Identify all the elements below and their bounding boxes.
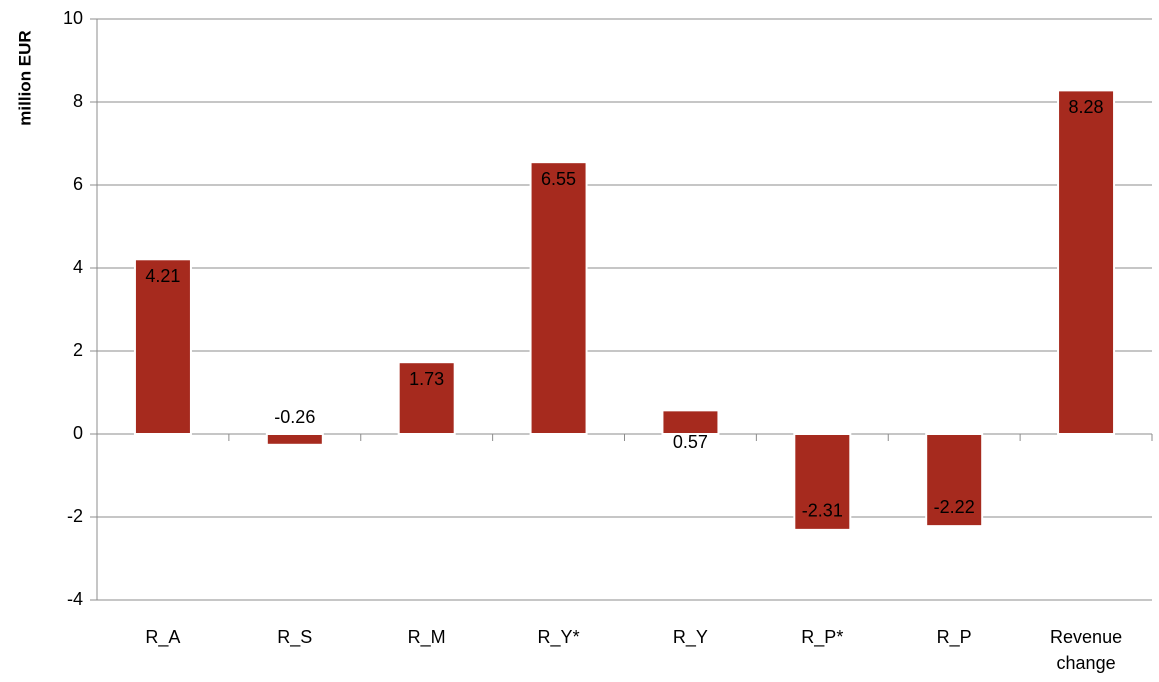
data-label: -0.26	[274, 407, 315, 427]
x-tick-label: R_A	[145, 627, 181, 647]
x-tick-label: R_P*	[801, 627, 844, 647]
x-tick-label: R_Y	[672, 627, 708, 647]
x-tick-label: R_Y*	[537, 627, 580, 647]
bar	[529, 161, 588, 436]
x-tick-label: Revenue change	[1050, 627, 1123, 673]
y-tick-label: 10	[63, 8, 83, 28]
x-tick-label: R_P	[936, 627, 972, 647]
x-tick-label: R_S	[277, 627, 313, 647]
y-tick-label: -2	[67, 506, 83, 526]
y-tick-label: 4	[73, 257, 83, 277]
bar	[661, 409, 720, 436]
bar	[925, 433, 984, 528]
data-label: 1.73	[409, 369, 444, 389]
data-label: 6.55	[541, 169, 576, 189]
data-label: -2.22	[934, 497, 975, 517]
y-tick-label: 6	[73, 174, 83, 194]
y-axis-label: million EUR	[15, 30, 34, 125]
bar	[793, 433, 852, 531]
data-label: 0.57	[673, 432, 708, 452]
data-label: -2.31	[802, 501, 843, 521]
bar	[397, 361, 456, 435]
data-label: 8.28	[1069, 97, 1104, 117]
bar	[1057, 89, 1116, 435]
y-tick-label: 8	[73, 91, 83, 111]
x-tick-label: R_M	[407, 627, 446, 647]
bar	[265, 433, 324, 446]
bar	[133, 258, 192, 435]
data-label: 4.21	[145, 266, 180, 286]
y-tick-label: -4	[67, 589, 83, 609]
y-tick-label: 0	[73, 423, 83, 443]
y-tick-label: 2	[73, 340, 83, 360]
